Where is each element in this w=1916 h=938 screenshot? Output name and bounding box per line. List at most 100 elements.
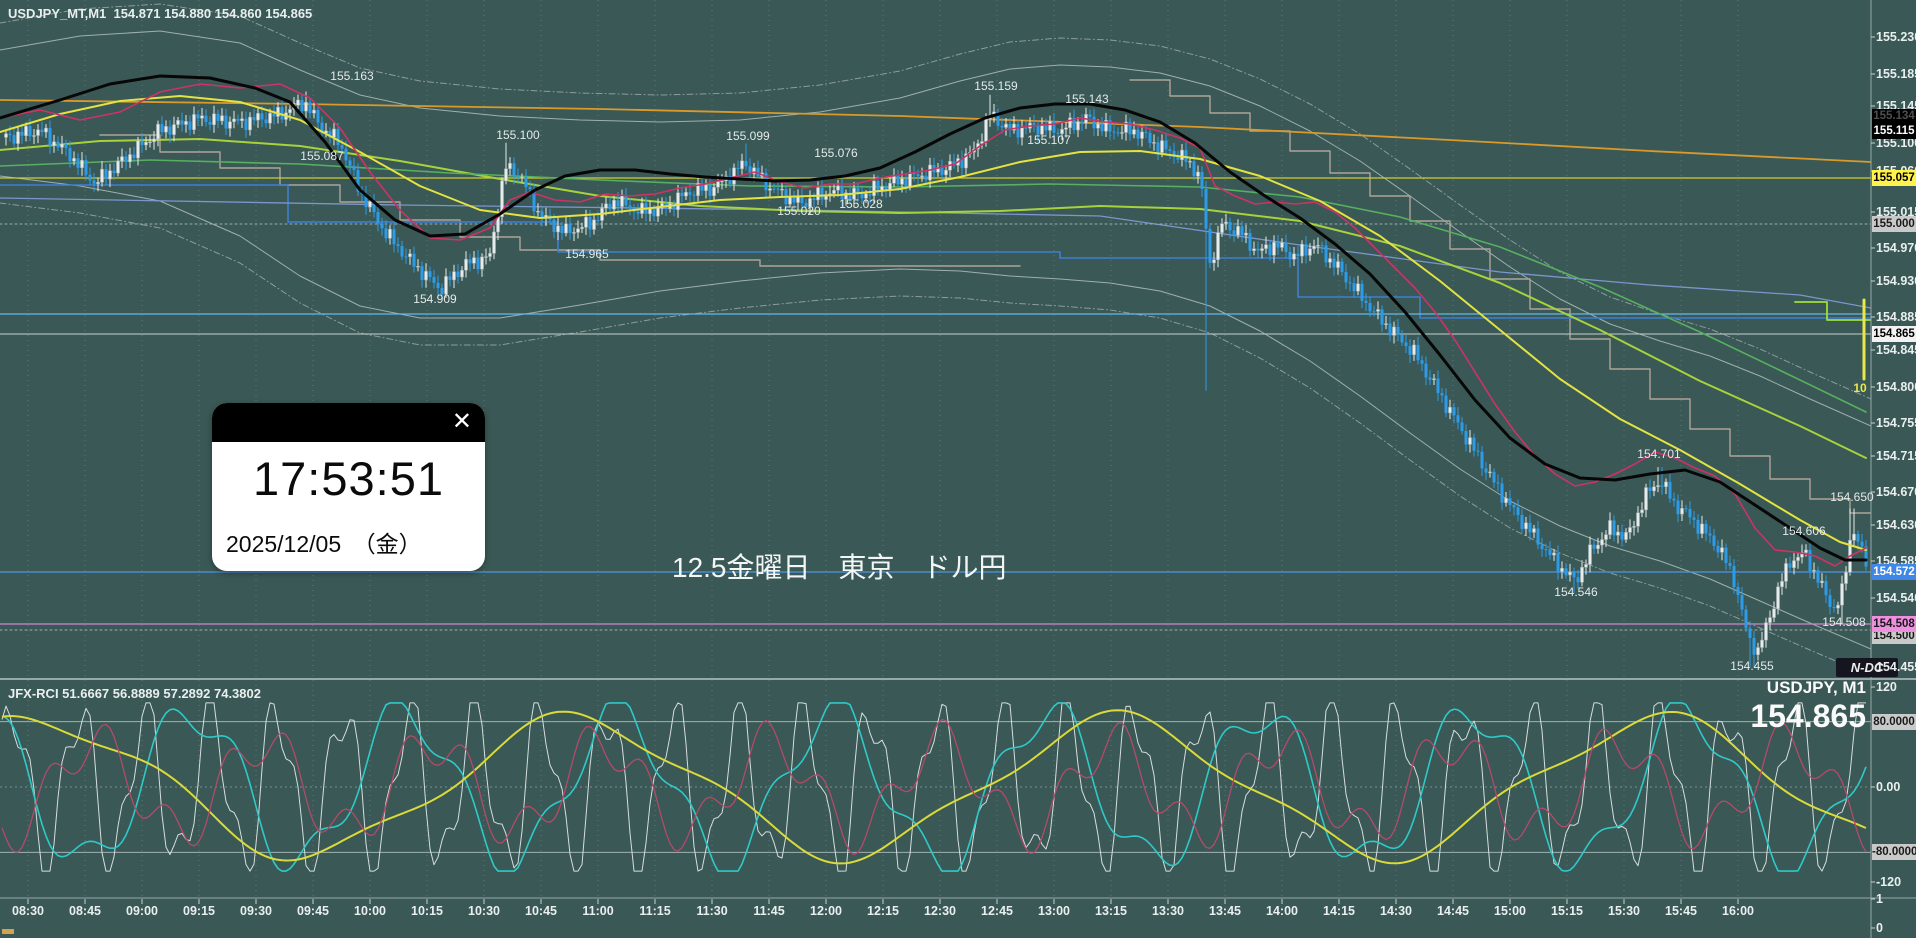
bb-lower-band-2 — [0, 202, 1871, 677]
price-axis-label: 154.930 — [1876, 274, 1916, 288]
price-axis-label: 155.185 — [1876, 67, 1916, 81]
rci-mid — [1, 702, 1867, 872]
clock-weekday: （金） — [364, 531, 422, 557]
price-annotation: 154.606 — [1782, 524, 1826, 538]
time-axis-label[interactable]: 15:30 — [1608, 904, 1640, 918]
time-axis-label[interactable]: 12:00 — [810, 904, 842, 918]
price-axis-label: 154.755 — [1876, 416, 1916, 430]
rci-fast — [1, 702, 1866, 872]
time-axis-label[interactable]: 10:15 — [411, 904, 443, 918]
time-axis-label[interactable]: 09:00 — [126, 904, 158, 918]
hilo-step-right — [1129, 79, 1871, 514]
time-axis-label[interactable]: 14:30 — [1380, 904, 1412, 918]
price-annotation: 154.546 — [1554, 585, 1598, 599]
time-axis-label[interactable]: 11:00 — [582, 904, 614, 918]
chartreuse-step-right — [1794, 301, 1871, 321]
price-annotation: 154.650 — [1830, 490, 1874, 504]
candles — [4, 91, 1868, 668]
time-axis-label[interactable]: 14:15 — [1323, 904, 1355, 918]
time-axis-label[interactable]: 10:00 — [354, 904, 386, 918]
price-annotation: 154.701 — [1637, 447, 1681, 461]
price-axis-badge: 155.057 — [1872, 170, 1916, 186]
chartreuse-ma — [0, 138, 1867, 459]
time-axis-label[interactable]: 13:45 — [1209, 904, 1241, 918]
time-axis-label[interactable]: 09:30 — [240, 904, 272, 918]
grid — [27, 0, 1739, 904]
price-axis-badge: 154.572 — [1872, 564, 1916, 580]
price-axis-label: 154.670 — [1876, 485, 1916, 499]
time-axis-label[interactable]: 09:15 — [183, 904, 215, 918]
black-badge-value: 155.115 — [1873, 125, 1915, 137]
sub-axis-badge: 80.0000 — [1872, 714, 1916, 730]
price-annotation: 154.909 — [413, 292, 457, 306]
price-annotation: 155.076 — [814, 146, 858, 160]
price-axis-label: 154.970 — [1876, 241, 1916, 255]
price-annotation: 155.099 — [726, 129, 770, 143]
time-axis-label[interactable]: 09:45 — [297, 904, 329, 918]
sub-axis-label: 0.00 — [1876, 780, 1901, 794]
price-axis-label: 154.630 — [1876, 518, 1916, 532]
time-axis-label[interactable]: 15:00 — [1494, 904, 1526, 918]
time-axis-label[interactable]: 15:45 — [1665, 904, 1697, 918]
time-axis-label[interactable]: 11:45 — [753, 904, 785, 918]
time-axis-label[interactable]: 11:15 — [639, 904, 671, 918]
price-axis-badge: 154.508 — [1872, 616, 1916, 632]
price-annotation: 154.455 — [1730, 659, 1774, 673]
price-annotation: 155.107 — [1027, 133, 1071, 147]
time-axis-label[interactable]: 13:00 — [1038, 904, 1070, 918]
clock-date-value: 2025/12/05 — [226, 531, 342, 557]
rci-slow — [1, 709, 1867, 865]
close-icon[interactable]: ✕ — [451, 408, 472, 435]
time-axis-label[interactable]: 13:15 — [1095, 904, 1127, 918]
price-axis-label: 154.540 — [1876, 591, 1916, 605]
price-annotation: 155.087 — [300, 149, 344, 163]
price-axis-badge: 154.500 — [1872, 628, 1916, 644]
sub-axis-badge: -80.0000 — [1872, 844, 1916, 860]
watermark-price: 154.865 — [1750, 698, 1866, 734]
time-axis-label[interactable]: 08:30 — [12, 904, 44, 918]
time-axis-label[interactable]: 12:15 — [867, 904, 899, 918]
time-axis-label[interactable]: 12:30 — [924, 904, 956, 918]
time-axis-label[interactable]: 14:45 — [1437, 904, 1469, 918]
price-axis-label: 154.800 — [1876, 380, 1916, 394]
time-axis-label[interactable]: 14:00 — [1266, 904, 1298, 918]
price-annotation: 155.028 — [839, 197, 883, 211]
price-axis-label: 154.885 — [1876, 310, 1916, 324]
bb-upper-band — [0, 30, 1871, 427]
time-axis-label[interactable]: 13:30 — [1152, 904, 1184, 918]
indicator-logo-badge: N-DC — [1836, 658, 1898, 677]
price-axis-label: 155.100 — [1876, 136, 1916, 150]
scrollbar-thumb[interactable] — [2, 929, 14, 934]
crimson-ma — [0, 83, 1867, 567]
price-annotation: 155.143 — [1065, 92, 1109, 106]
price-axis-label: 154.715 — [1876, 449, 1916, 463]
clock-time: 17:53:51 — [253, 452, 444, 505]
price-annotation: 155.159 — [974, 79, 1018, 93]
price-annotation: 154.965 — [565, 247, 609, 261]
time-axis-label[interactable]: 11:30 — [696, 904, 728, 918]
time-axis-label[interactable]: 12:45 — [981, 904, 1013, 918]
time-axis-label[interactable]: 08:45 — [69, 904, 101, 918]
rci-crimson — [1, 718, 1867, 856]
black-badge-dim-value: 155.134 — [1873, 110, 1915, 122]
bb-upper-band-2 — [0, 3, 1871, 400]
price-annotation: 155.020 — [777, 204, 821, 218]
price-axis-black-badge: 155.134 155.115 — [1872, 109, 1916, 139]
time-axis-label[interactable]: 15:15 — [1551, 904, 1583, 918]
clock-widget[interactable]: ✕ 17:53:51 2025/12/05 （金） — [212, 403, 485, 571]
time-axis-label[interactable]: 10:45 — [525, 904, 557, 918]
clock-date: 2025/12/05 （金） — [226, 525, 422, 559]
time-axis-label[interactable]: 16:00 — [1722, 904, 1754, 918]
watermark-symbol: USDJPY, M1 — [1766, 678, 1866, 697]
sub-axis-label: -120 — [1876, 875, 1902, 889]
sub-axis-label: 1 — [1876, 892, 1883, 906]
price-axis-label: 154.845 — [1876, 343, 1916, 357]
green-ma — [0, 159, 1867, 413]
ohlc-header: USDJPY_MT,M1 154.871 154.880 154.860 154… — [8, 6, 313, 21]
sub-axis-label: 0 — [1876, 921, 1883, 935]
time-axis-label[interactable]: 10:30 — [468, 904, 500, 918]
sub-axis-label: 120 — [1876, 680, 1897, 694]
blue-step-line — [0, 184, 1871, 319]
price-axis-badge: 154.865 — [1872, 326, 1916, 342]
